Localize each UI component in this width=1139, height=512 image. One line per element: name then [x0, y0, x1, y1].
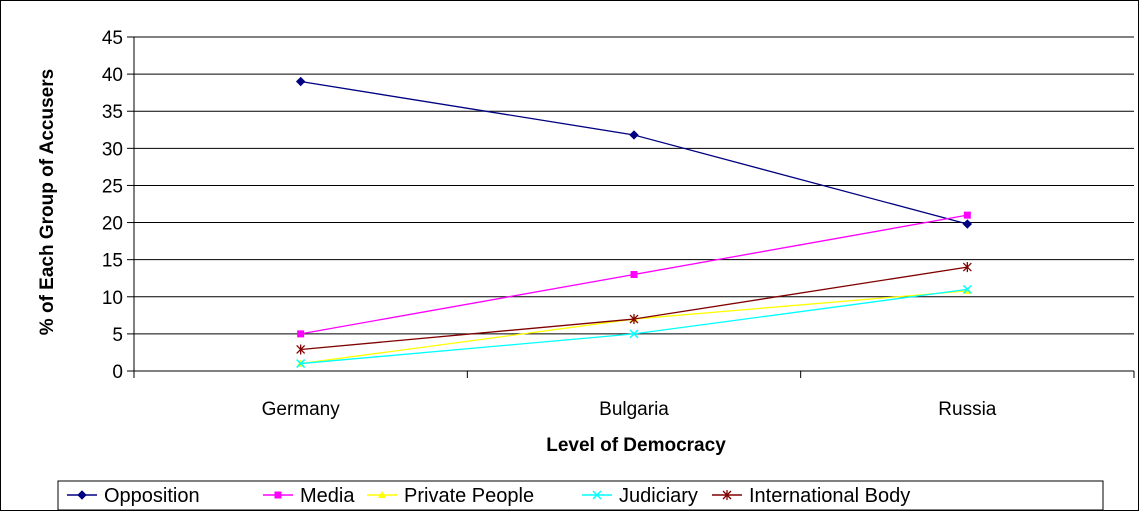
y-tick-label: 15 [102, 251, 123, 272]
data-point [630, 271, 638, 279]
legend-item: Private People [367, 485, 534, 507]
data-point [722, 490, 732, 500]
legend-item: Judiciary [582, 485, 698, 507]
data-point [592, 490, 602, 500]
data-point [77, 490, 87, 500]
legend-item: International Body [712, 485, 910, 507]
data-point [962, 219, 973, 229]
y-tick-label: 0 [112, 362, 123, 383]
data-point [295, 76, 306, 87]
series-judiciary [296, 284, 972, 369]
data-point [274, 491, 282, 499]
data-point-stroke [629, 329, 639, 339]
grid-lines [134, 36, 1134, 335]
data-point-stroke [962, 284, 972, 294]
data-point [629, 314, 639, 325]
series-media [297, 211, 971, 338]
series-lines [295, 76, 973, 369]
legend: Opposition Media Private People Judiciary In… [57, 480, 1104, 511]
legend-label: Opposition [104, 485, 200, 507]
y-tick-label: 40 [102, 65, 123, 86]
x-tick-label: Germany [262, 399, 341, 420]
series-international-body [296, 262, 972, 355]
data-point [629, 329, 639, 339]
data-point [962, 284, 972, 294]
data-point [962, 262, 972, 273]
legend-label: International Body [749, 485, 910, 507]
data-point [629, 130, 639, 140]
series-line [300, 80, 968, 225]
y-axis-title: % of Each Group of Accusers [37, 69, 58, 335]
data-point [296, 359, 306, 369]
legend-label: Private People [404, 485, 534, 507]
data-point [378, 491, 386, 498]
legend-box [57, 480, 1104, 511]
data-point [296, 344, 306, 355]
data-point [963, 211, 971, 219]
x-tick-label: Bulgaria [599, 399, 669, 420]
x-tick-label: Russia [938, 399, 997, 420]
y-tick-label: 35 [102, 102, 123, 123]
series-opposition [295, 76, 973, 229]
y-tick-label: 25 [102, 176, 123, 197]
series-line [300, 290, 968, 365]
y-tick-label: 20 [102, 214, 123, 235]
y-tick-label: 5 [112, 325, 123, 346]
y-tick-label: 10 [102, 288, 123, 309]
legend-label: Judiciary [619, 485, 698, 507]
x-axis-title: Level of Democracy [546, 435, 726, 456]
legend-label: Media [300, 485, 355, 507]
legend-item: Media [263, 485, 355, 507]
data-point-stroke [592, 490, 602, 500]
y-tick-label: 45 [102, 28, 123, 49]
data-point-stroke [296, 359, 306, 369]
data-point [297, 330, 305, 338]
series-line [300, 266, 968, 351]
y-tick-label: 30 [102, 139, 123, 160]
legend-item: Opposition [67, 485, 200, 507]
series-line [300, 288, 968, 365]
tick-labels: 0 5 10 15 20 25 30 35 40 45 Germany Bulgaria Russia [102, 28, 997, 420]
axes [127, 36, 1135, 378]
